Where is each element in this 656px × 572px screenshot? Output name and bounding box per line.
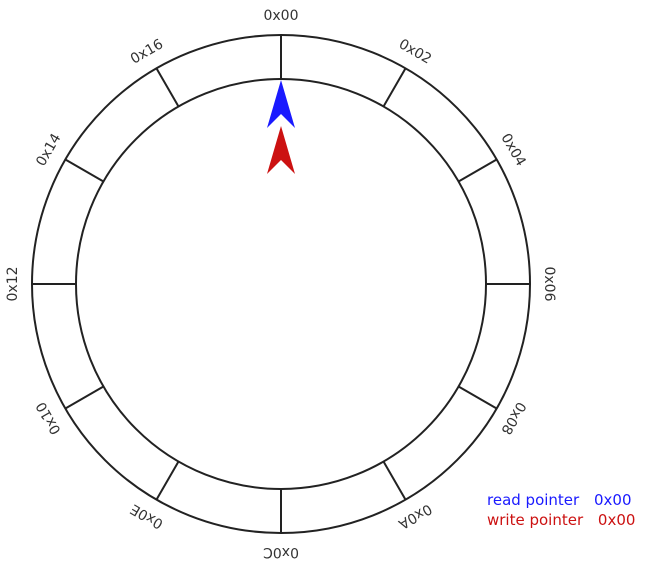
slot-label: 0x02 (396, 36, 434, 67)
write-pointer-label: write pointer (487, 511, 584, 529)
slot-label: 0x08 (497, 399, 528, 437)
slot-divider (382, 67, 407, 107)
slot-divider (155, 461, 180, 501)
slot-label: 0x16 (128, 36, 166, 67)
read-pointer-label: read pointer (487, 491, 580, 509)
read-pointer-value: 0x00 (593, 491, 632, 509)
slot-divider (64, 385, 104, 410)
slot-divider (458, 158, 498, 183)
slot-label: 0x06 (541, 266, 557, 301)
slot-label: 0x0A (395, 500, 434, 532)
write-pointer-arrow (267, 126, 295, 174)
slot-divider (458, 385, 498, 410)
slot-label: 0x12 (5, 266, 21, 301)
slot-divider (155, 67, 180, 107)
read-pointer-row: read pointer 0x00 (487, 490, 635, 510)
pointer-arrows (267, 80, 295, 174)
slot-divider (64, 158, 104, 183)
read-pointer-arrow (267, 80, 295, 128)
slot-dividers (32, 35, 530, 533)
slot-label: 0x10 (33, 399, 64, 437)
slot-label: 0x04 (497, 131, 528, 169)
slot-label: 0x00 (263, 8, 298, 24)
write-pointer-value: 0x00 (597, 511, 636, 529)
slot-label: 0x14 (33, 131, 64, 169)
pointer-legend: read pointer 0x00 write pointer 0x00 (487, 490, 635, 530)
slot-label: 0x0E (128, 500, 166, 531)
slot-divider (382, 461, 407, 501)
write-pointer-row: write pointer 0x00 (487, 510, 635, 530)
slot-label: 0x0C (263, 544, 299, 560)
